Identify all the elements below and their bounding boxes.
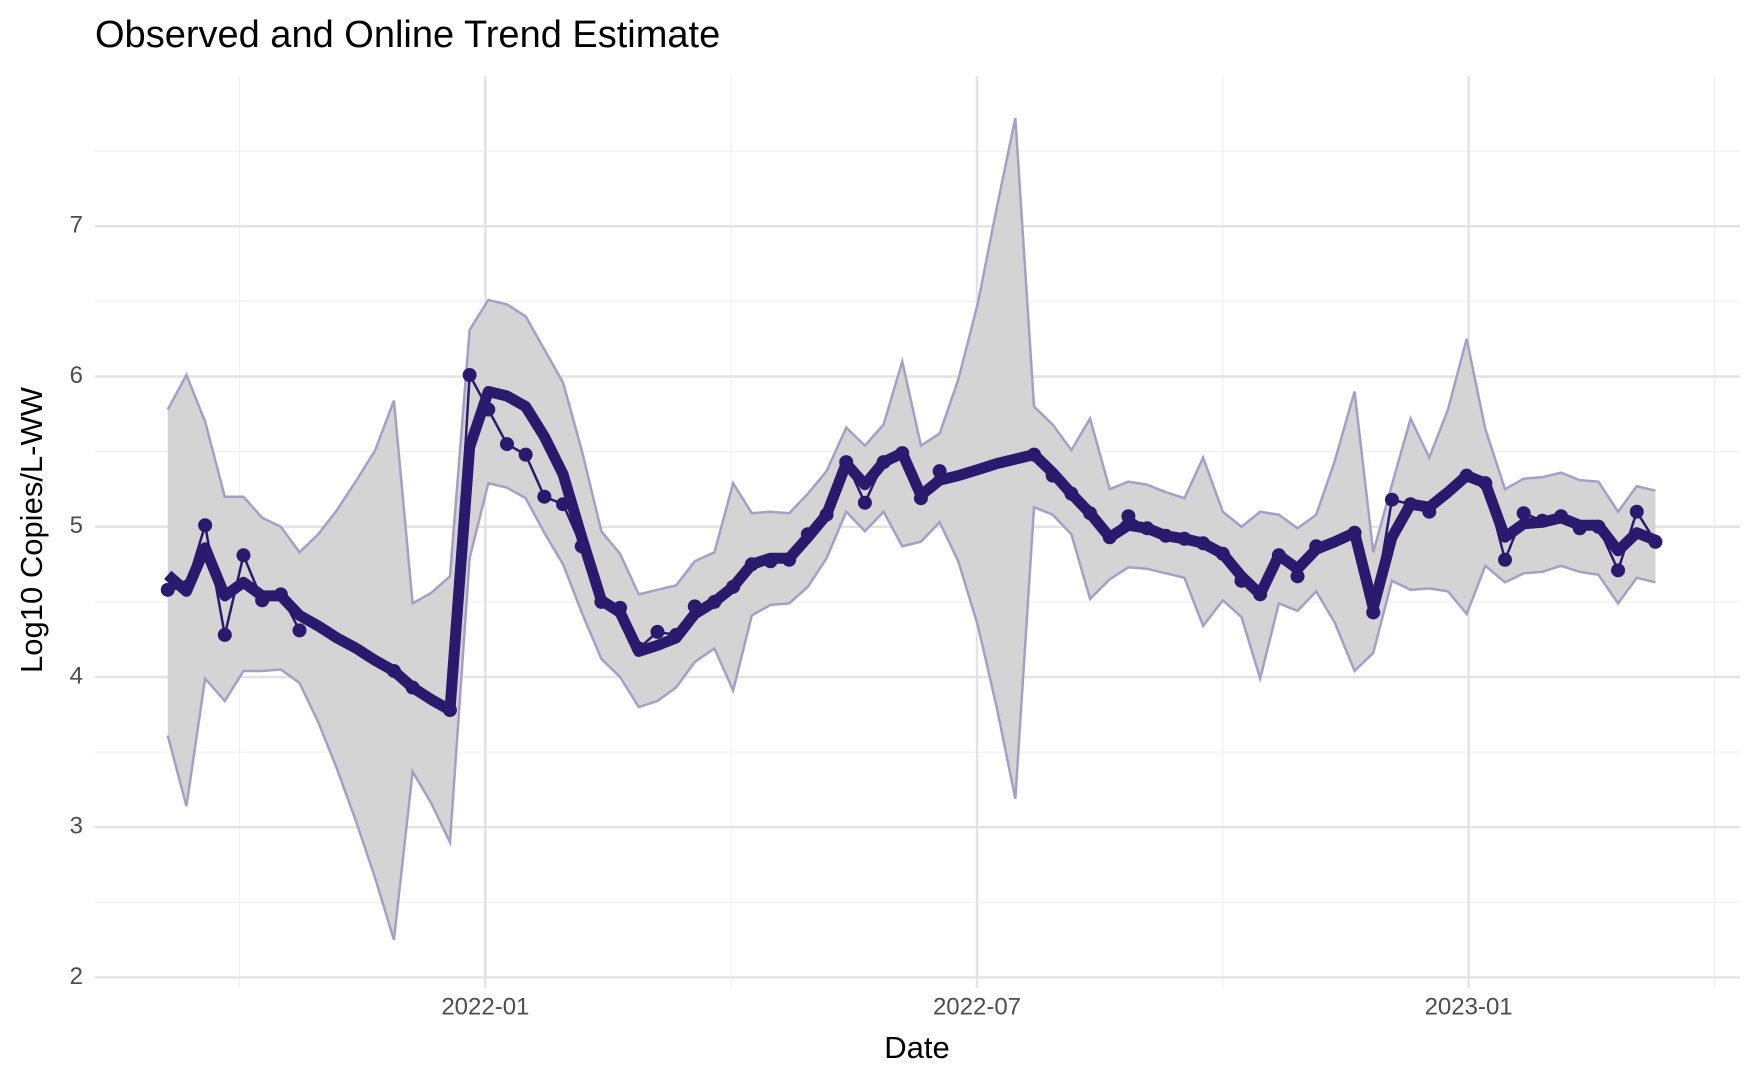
observed-point (1498, 552, 1512, 567)
trend-line (164, 386, 1658, 716)
observed-point (236, 548, 251, 563)
y-tick-label: 3 (70, 813, 83, 840)
y-tick-label: 2 (70, 963, 83, 990)
x-tick-label: 2022-01 (441, 993, 529, 1020)
observed-point (292, 623, 307, 638)
observed-point (160, 582, 175, 597)
chart-title: Observed and Online Trend Estimate (95, 14, 720, 56)
observed-point (462, 367, 477, 382)
observed-point (1384, 492, 1399, 507)
observed-point (650, 624, 665, 639)
observed-point (198, 518, 213, 533)
y-tick-label: 4 (70, 662, 83, 689)
observed-point (537, 489, 552, 504)
observed-point (1121, 509, 1136, 524)
x-tick-label: 2022-07 (933, 993, 1021, 1020)
band-upper-edge (166, 117, 1656, 606)
band-lower-edge (166, 481, 1656, 941)
observed-point (857, 495, 872, 510)
y-tick-label: 5 (70, 512, 83, 539)
observed-point (1611, 563, 1626, 578)
x-tick-label: 2023-01 (1425, 993, 1513, 1020)
observed-point (499, 437, 514, 452)
y-axis-title: Log10 Copies/L-WW (14, 386, 49, 673)
observed-point (518, 447, 533, 462)
observed-point (1516, 506, 1531, 521)
observed-point (217, 627, 232, 642)
y-tick-label: 7 (70, 212, 83, 239)
y-tick-label: 6 (70, 362, 83, 389)
x-axis-title: Date (884, 1030, 949, 1065)
confidence-band (167, 118, 1656, 940)
observed-point (1629, 504, 1644, 519)
